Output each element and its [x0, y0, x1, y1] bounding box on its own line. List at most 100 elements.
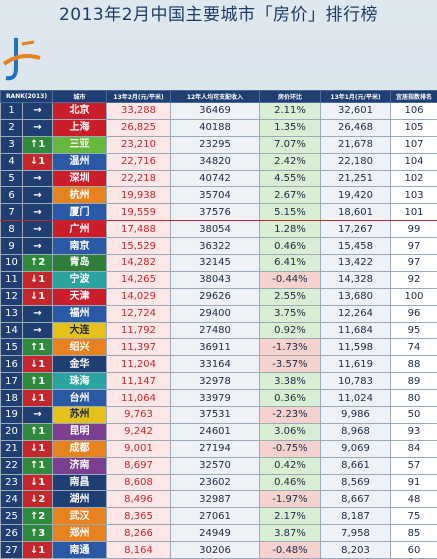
- livability-cell: 95: [391, 322, 437, 339]
- city-cell: 湖州: [53, 491, 107, 508]
- price-jan-cell: 9,069: [321, 440, 391, 457]
- rank-cell: 13: [1, 305, 23, 322]
- livability-cell: 99: [391, 221, 437, 238]
- rank-cell: 16: [1, 356, 23, 373]
- trend-cell: ↑2: [23, 508, 53, 525]
- mom-change-cell: 2.55%: [260, 288, 321, 305]
- rank-cell: 18: [1, 390, 23, 407]
- trend-cell: ↓1: [23, 153, 53, 170]
- col-header-city: 城市: [53, 91, 107, 103]
- mom-change-cell: 3.06%: [260, 423, 321, 440]
- income-cell: 33979: [171, 390, 260, 407]
- rank-cell: 1: [1, 103, 23, 120]
- price-feb-cell: 22,716: [107, 153, 171, 170]
- price-feb-cell: 11,792: [107, 322, 171, 339]
- rank-cell: 23: [1, 474, 23, 491]
- price-feb-cell: 17,488: [107, 221, 171, 238]
- col-header-mom: 房价环比: [260, 91, 321, 103]
- livability-cell: 101: [391, 204, 437, 221]
- trend-cell: ↓1: [23, 288, 53, 305]
- trend-cell: ↑2: [23, 255, 53, 272]
- price-jan-cell: 8,569: [321, 474, 391, 491]
- mom-change-cell: -0.44%: [260, 271, 321, 288]
- price-jan-cell: 14,328: [321, 271, 391, 288]
- price-feb-cell: 9,763: [107, 407, 171, 424]
- rank-cell: 25: [1, 508, 23, 525]
- livability-cell: 57: [391, 457, 437, 474]
- rank-cell: 3: [1, 136, 23, 153]
- income-cell: 36322: [171, 238, 260, 255]
- mom-change-cell: -0.48%: [260, 542, 321, 559]
- mom-change-cell: 6.41%: [260, 255, 321, 272]
- livability-cell: 100: [391, 288, 437, 305]
- city-cell: 武汉: [53, 508, 107, 525]
- trend-cell: ↓2: [23, 491, 53, 508]
- city-cell: 大连: [53, 322, 107, 339]
- trend-cell: ↓1: [23, 542, 53, 559]
- trend-cell: →: [23, 322, 53, 339]
- income-cell: 36911: [171, 339, 260, 356]
- price-jan-cell: 21,251: [321, 170, 391, 187]
- income-cell: 40742: [171, 170, 260, 187]
- price-feb-cell: 11,064: [107, 390, 171, 407]
- city-cell: 昆明: [53, 423, 107, 440]
- rank-cell: 20: [1, 423, 23, 440]
- price-feb-cell: 8,697: [107, 457, 171, 474]
- rank-cell: 22: [1, 457, 23, 474]
- livability-cell: 91: [391, 474, 437, 491]
- livability-cell: 60: [391, 542, 437, 559]
- price-feb-cell: 14,029: [107, 288, 171, 305]
- price-jan-cell: 17,267: [321, 221, 391, 238]
- rank-cell: 9: [1, 238, 23, 255]
- trend-cell: ↑1: [23, 339, 53, 356]
- city-cell: 青岛: [53, 255, 107, 272]
- price-jan-cell: 12,264: [321, 305, 391, 322]
- mom-change-cell: 0.92%: [260, 322, 321, 339]
- price-feb-cell: 19,559: [107, 204, 171, 221]
- livability-cell: 80: [391, 390, 437, 407]
- city-cell: 上海: [53, 119, 107, 136]
- livability-cell: 74: [391, 339, 437, 356]
- city-cell: 三亚: [53, 136, 107, 153]
- price-feb-cell: 14,265: [107, 271, 171, 288]
- price-feb-cell: 23,210: [107, 136, 171, 153]
- city-cell: 珠海: [53, 373, 107, 390]
- income-cell: 23295: [171, 136, 260, 153]
- city-cell: 福州: [53, 305, 107, 322]
- rank-cell: 26: [1, 525, 23, 542]
- city-cell: 成都: [53, 440, 107, 457]
- trend-cell: →: [23, 204, 53, 221]
- col-header-price-jan: 13年1月(元/平米): [321, 91, 391, 103]
- livability-cell: 89: [391, 373, 437, 390]
- city-cell: 北京: [53, 103, 107, 120]
- price-jan-cell: 11,684: [321, 322, 391, 339]
- price-jan-cell: 15,458: [321, 238, 391, 255]
- col-header-rank: RANK(2013): [1, 91, 53, 103]
- rank-cell: 24: [1, 491, 23, 508]
- mom-change-cell: 0.36%: [260, 390, 321, 407]
- city-cell: 绍兴: [53, 339, 107, 356]
- price-jan-cell: 8,203: [321, 542, 391, 559]
- city-cell: 温州: [53, 153, 107, 170]
- livability-cell: 88: [391, 356, 437, 373]
- income-cell: 30206: [171, 542, 260, 559]
- income-cell: 38054: [171, 221, 260, 238]
- city-cell: 南通: [53, 542, 107, 559]
- trend-cell: ↑1: [23, 457, 53, 474]
- rank-cell: 14: [1, 322, 23, 339]
- trend-cell: ↓1: [23, 474, 53, 491]
